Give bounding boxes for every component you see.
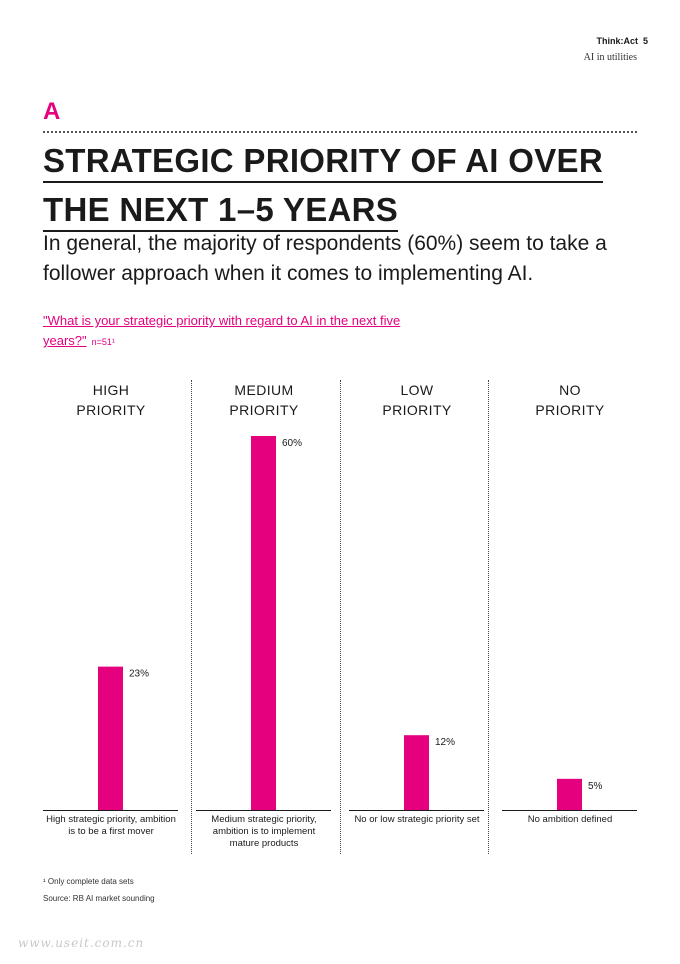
- title-line-2: THE NEXT 1–5 YEARS: [43, 190, 399, 232]
- sample-size: n=51¹: [91, 337, 115, 347]
- category-label-line: HIGH: [92, 382, 130, 398]
- brand-name: Think:Act: [596, 36, 638, 46]
- source-note: Source: RB AI market sounding: [43, 894, 155, 903]
- bar-low: [404, 735, 429, 810]
- question-text: "What is your strategic priority with re…: [43, 313, 401, 348]
- column-divider: [340, 380, 341, 854]
- column-divider: [191, 380, 192, 854]
- category-description-none: No ambition defined: [527, 814, 613, 825]
- watermark: www.useit.com.cn: [18, 936, 145, 950]
- category-label-line: NO: [559, 382, 581, 398]
- page-number: 5: [642, 36, 648, 46]
- value-label-none: 5%: [588, 781, 603, 792]
- page-title: STRATEGIC PRIORITY OF AI OVER THE NEXT 1…: [43, 138, 643, 236]
- category-label-none: NO PRIORITY: [505, 380, 635, 420]
- title-line-1: STRATEGIC PRIORITY OF AI OVER: [43, 141, 603, 183]
- category-label-line: PRIORITY: [229, 402, 299, 418]
- category-description-low: No or low strategic priority set: [354, 814, 480, 825]
- category-label-low: LOW PRIORITY: [352, 380, 482, 420]
- bar-none: [557, 778, 582, 810]
- category-label-medium: MEDIUM PRIORITY: [199, 380, 329, 420]
- footnote: ¹ Only complete data sets: [43, 877, 134, 886]
- category-label-line: LOW: [400, 382, 434, 398]
- category-label-line: PRIORITY: [535, 402, 605, 418]
- category-label-line: PRIORITY: [76, 402, 146, 418]
- value-label-low: 12%: [435, 737, 455, 748]
- category-label-high: HIGH PRIORITY: [46, 380, 176, 420]
- section-letter: A: [43, 98, 61, 125]
- category-label-line: MEDIUM: [234, 382, 294, 398]
- subtitle: In general, the majority of respondents …: [43, 232, 607, 285]
- dotted-rule: [43, 131, 637, 133]
- value-label-high: 23%: [129, 669, 149, 680]
- survey-question: "What is your strategic priority with re…: [43, 311, 403, 352]
- category-label-line: PRIORITY: [382, 402, 452, 418]
- bar-medium: [251, 436, 276, 810]
- category-description-high: High strategic priority, ambition is to …: [46, 814, 176, 837]
- value-label-medium: 60%: [282, 438, 302, 449]
- header-brand: Think:Act 5: [596, 36, 648, 46]
- header-section: AI in utilities: [583, 52, 637, 63]
- bar-high: [98, 666, 123, 810]
- category-description-medium: Medium strategic priority, ambition is t…: [211, 814, 317, 849]
- column-divider: [488, 380, 489, 854]
